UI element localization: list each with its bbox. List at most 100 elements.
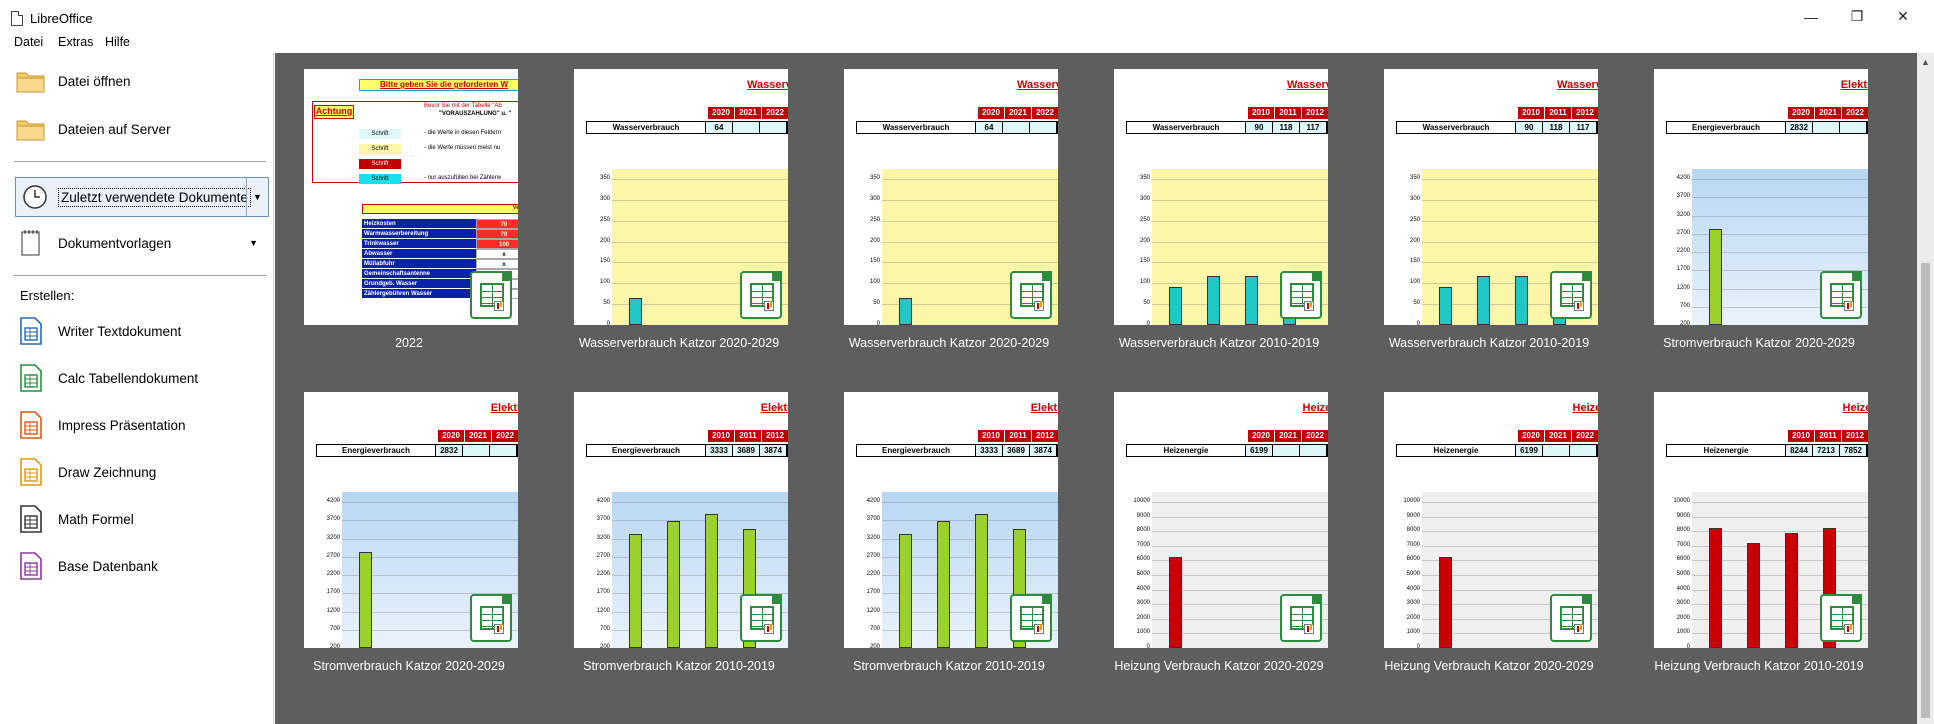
grid-line: [1422, 283, 1598, 285]
grid-line: [1152, 531, 1328, 533]
calc-grid-icon: [750, 283, 774, 307]
grid-line: [1692, 270, 1868, 272]
grid-line: [1422, 220, 1598, 222]
y-tick-label: 2000: [1676, 614, 1690, 621]
y-tick-label: 300: [599, 195, 610, 202]
y-tick-label: 1000: [1406, 629, 1420, 636]
value-cell: 7213: [1813, 445, 1840, 456]
thumbnail-caption: Stromverbrauch Katzor 2020-2029: [313, 659, 505, 673]
clock-icon: [20, 182, 50, 212]
document-thumbnail[interactable]: Heizen202020212022Heizenergie61991000090…: [1355, 376, 1623, 676]
year-header-row: 2020 2021 2022: [1787, 107, 1868, 119]
document-thumbnail[interactable]: Elektro201020112012Energieverbrauch33333…: [815, 376, 1083, 676]
y-tick-label: 2200: [866, 571, 880, 577]
menu-extras[interactable]: Extras: [58, 35, 94, 49]
close-button[interactable]: ✕: [1897, 8, 1909, 24]
chart-bar: [1709, 527, 1722, 648]
templates-button[interactable]: Dokumentvorlagen ▼: [16, 223, 266, 263]
value-cell: [733, 122, 760, 133]
value-cell: 7852: [1840, 445, 1867, 456]
grid-line: [1692, 288, 1868, 290]
create-impress-button[interactable]: Impress Präsentation: [16, 405, 266, 445]
y-tick-label: 0: [1416, 321, 1420, 325]
y-tick-label: 6000: [1676, 556, 1690, 563]
calc-icon: [1010, 271, 1052, 319]
chevron-down-icon[interactable]: ▼: [246, 178, 268, 216]
thumbnail-caption: Stromverbrauch Katzor 2010-2019: [853, 659, 1045, 673]
row-label: Energieverbrauch: [317, 445, 436, 456]
document-thumbnail[interactable]: Wasserve202020212022Wasserverbrauch64350…: [545, 53, 813, 353]
create-draw-button[interactable]: Draw Zeichnung: [16, 452, 266, 492]
document-thumbnail[interactable]: Elektro201020112012Energieverbrauch33333…: [545, 376, 813, 676]
remote-files-button[interactable]: Dateien auf Server: [16, 109, 266, 149]
grid-line: [882, 220, 1058, 222]
create-base-button[interactable]: Base Datenbank: [16, 546, 266, 586]
document-thumbnail[interactable]: Bitte geben Sie die geforderten W Achtung…: [275, 53, 543, 353]
calc-icon: [470, 594, 512, 642]
scroll-up-icon[interactable]: ▲: [1921, 57, 1930, 67]
vertical-scrollbar[interactable]: ▲: [1917, 53, 1934, 724]
document-icon: [11, 11, 23, 26]
document-thumbnail[interactable]: Wasserve201020112012Wasserverbrauch90118…: [1355, 53, 1623, 353]
chart-bar: [1207, 275, 1220, 325]
y-tick-label: 2700: [866, 552, 880, 559]
value-row: Wasserverbrauch 64: [586, 121, 788, 134]
year-cell: 2022: [1571, 430, 1598, 442]
document-thumbnail[interactable]: Elektro202020212022Energieverbrauch28324…: [1625, 53, 1893, 353]
grid-line: [1692, 306, 1868, 308]
year-cell: 2020: [707, 107, 734, 119]
grid-line: [612, 502, 788, 503]
grid-line: [1152, 220, 1328, 222]
value-cell: 117: [1300, 122, 1327, 133]
y-tick-label: 300: [869, 195, 880, 202]
legend-swatch: Schrift: [359, 129, 401, 139]
calc-grid-icon: [1830, 283, 1854, 307]
create-writer-button[interactable]: Writer Textdokument: [16, 311, 266, 351]
y-tick-label: 7000: [1406, 541, 1420, 548]
grid-line: [1692, 502, 1868, 503]
menu-datei[interactable]: Datei: [14, 35, 44, 49]
y-tick-label: 0: [606, 321, 610, 325]
create-math-button[interactable]: Math Formel: [16, 499, 266, 539]
y-tick-label: 9000: [1136, 512, 1150, 519]
document-thumbnail[interactable]: Heizen202020212022Heizenergie61991000090…: [1085, 376, 1353, 676]
calc-grid-icon: [1290, 606, 1314, 630]
y-tick-label: 150: [1139, 258, 1150, 265]
y-tick-label: 350: [1139, 175, 1150, 181]
document-thumbnail[interactable]: Wasserve202020212022Wasserverbrauch64350…: [815, 53, 1083, 353]
grid-line: [1422, 545, 1598, 547]
grid-line: [342, 629, 518, 631]
year-cell: 2020: [437, 430, 464, 442]
recent-documents-button[interactable]: Zuletzt verwendete Dokumente ▼: [15, 177, 269, 217]
table-cell: x: [476, 249, 518, 259]
create-calc-button[interactable]: Calc Tabellendokument: [16, 358, 266, 398]
create-item-label: Writer Textdokument: [58, 323, 182, 339]
year-cell: 2020: [1787, 107, 1814, 119]
scrollbar-thumb[interactable]: [1921, 263, 1930, 718]
sheet-title: Elektro: [1030, 402, 1058, 414]
grid-line: [882, 538, 1058, 540]
sheet-title: Heizen: [1842, 402, 1868, 414]
y-tick-label: 3200: [596, 534, 610, 541]
folder-icon: [16, 66, 46, 96]
value-cell: [1030, 122, 1057, 133]
chevron-down-icon[interactable]: ▼: [249, 238, 258, 248]
calc-grid-icon: [480, 606, 504, 630]
table-cell: 70: [476, 219, 518, 229]
y-tick-label: 2200: [326, 571, 340, 577]
grid-line: [1152, 283, 1328, 285]
calc-grid-icon: [1560, 283, 1584, 307]
value-row: Heizenergie 8244 7213 7852: [1666, 444, 1868, 457]
value-cell: 8244: [1786, 445, 1813, 456]
document-thumbnail[interactable]: Wasserve201020112012Wasserverbrauch90118…: [1085, 53, 1353, 353]
chart-icon: [1844, 301, 1854, 311]
document-thumbnail[interactable]: Heizen201020112012Heizenergie82447213785…: [1625, 376, 1893, 676]
grid-line: [1152, 560, 1328, 562]
y-tick-label: 2000: [1406, 614, 1420, 621]
table-row: Trinkwasser: [362, 239, 476, 249]
menu-hilfe[interactable]: Hilfe: [105, 35, 131, 49]
open-file-button[interactable]: Datei öffnen: [16, 61, 266, 101]
minimize-button[interactable]: —: [1804, 8, 1818, 25]
document-thumbnail[interactable]: Elektro202020212022Energieverbrauch28324…: [275, 376, 543, 676]
restore-button[interactable]: ❐: [1850, 8, 1864, 24]
